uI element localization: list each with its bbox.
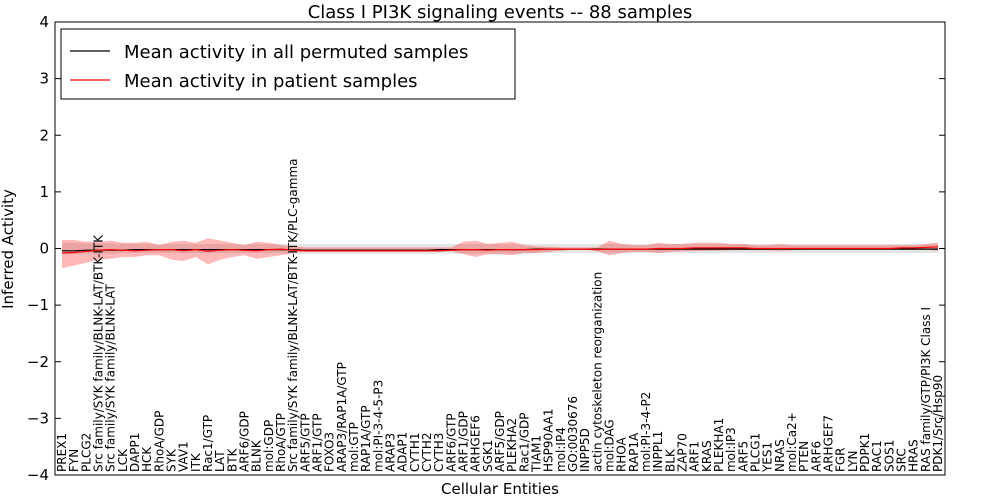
x-tick-label: Rac1/GDP bbox=[517, 412, 531, 471]
x-tick-label: ARF1 bbox=[688, 441, 702, 472]
series-lines bbox=[61, 246, 939, 254]
x-tick-label: BTK bbox=[225, 447, 239, 472]
y-axis: −4 −3 −2 −1 0 1 2 3 4 bbox=[27, 13, 945, 484]
x-tick-label: ARHGEF7 bbox=[822, 415, 836, 472]
x-tick-label: YES1 bbox=[761, 442, 775, 473]
band-permuted bbox=[62, 242, 938, 255]
chart-title: Class I PI3K signaling events -- 88 samp… bbox=[308, 2, 693, 23]
confidence-bands bbox=[62, 238, 938, 269]
x-tick-label: ARF1/GDP bbox=[457, 411, 471, 472]
x-tick-label: mol:IP4 bbox=[554, 427, 568, 472]
x-tick-label: INPP5D bbox=[578, 428, 592, 472]
x-tick-label: NRAS bbox=[773, 439, 787, 472]
x-tick-label: CYTH1 bbox=[408, 432, 422, 472]
x-axis-label: Cellular Entities bbox=[441, 480, 559, 498]
x-tick-label: ARF6/GTP bbox=[444, 413, 458, 472]
x-tick-label: BLK bbox=[663, 448, 677, 472]
x-tick-label: PDK1/Src/Hsp90 bbox=[931, 375, 945, 472]
x-tick-label: SGK1 bbox=[481, 440, 495, 472]
x-tick-label: RhoA/GDP bbox=[152, 411, 166, 472]
x-tick-label: KRAS bbox=[700, 440, 714, 472]
x-tick-label: PTEN bbox=[797, 441, 811, 472]
x-tick-label: TIAM1 bbox=[530, 435, 544, 473]
x-tick-label: HRAS bbox=[907, 439, 921, 472]
x-tick-label: PLEKHA1 bbox=[712, 418, 726, 472]
x-tick-label: FGR bbox=[834, 447, 848, 472]
x-tick-label: Src family/SYK family/BLNK-LAT bbox=[104, 283, 118, 472]
legend-box bbox=[60, 28, 516, 100]
x-tick-label: ARF1/GTP bbox=[311, 413, 325, 472]
x-tick-label: ARF6 bbox=[809, 441, 823, 472]
x-tick-label: ARAP3 bbox=[384, 433, 398, 472]
x-tick-label: PLCG2 bbox=[79, 433, 93, 472]
x-tick-label: GO:0030676 bbox=[566, 396, 580, 472]
x-tick-label: DAPP1 bbox=[128, 433, 142, 472]
x-tick-label: Rac1/GTP bbox=[201, 415, 215, 472]
x-tick-label: LAT bbox=[213, 450, 227, 472]
x-tick-label: ADAP1 bbox=[396, 432, 410, 472]
x-tick-label: RHOA bbox=[615, 436, 629, 472]
x-tick-label: mol:IP3 bbox=[724, 427, 738, 472]
x-tick-label: HCK bbox=[140, 446, 154, 472]
x-tick-label: HSP90AA1 bbox=[542, 408, 556, 472]
x-tick-label: SYK bbox=[165, 448, 179, 472]
y-tick-label: −1 bbox=[27, 296, 49, 314]
y-tick-label: −2 bbox=[27, 353, 49, 371]
x-tick-label: PLCG1 bbox=[749, 433, 763, 472]
x-tick-label: PREX1 bbox=[55, 433, 69, 472]
x-tick-label: ARF5/GDP bbox=[493, 411, 507, 472]
x-tick-label: CYTH3 bbox=[432, 433, 446, 473]
x-tick-label: SOS1 bbox=[882, 440, 896, 472]
x-tick-label: mol:PI-3-4-5-P3 bbox=[371, 380, 385, 472]
y-axis-label: Inferred Activity bbox=[0, 189, 17, 309]
y-tick-label: 0 bbox=[39, 240, 49, 258]
x-tick-label: mol:PI-3-4-P2 bbox=[639, 392, 653, 472]
x-tick-label: ARF6/GDP bbox=[238, 411, 252, 472]
line-patient bbox=[61, 246, 939, 254]
x-tick-label: SRC bbox=[895, 448, 909, 472]
x-tick-label: FYN bbox=[67, 449, 81, 472]
y-tick-label: −4 bbox=[27, 466, 49, 484]
x-tick-label: ARAP3/RAP1A/GTP bbox=[335, 362, 349, 472]
legend: Mean activity in all permuted samples Me… bbox=[60, 28, 516, 100]
x-tick-label: RAP1A/GTP bbox=[359, 405, 373, 472]
x-tick-label: CYTH2 bbox=[420, 433, 434, 473]
x-tick-label: INPPL1 bbox=[651, 431, 665, 472]
x-tick-label: VAV1 bbox=[177, 441, 191, 472]
legend-label-permuted: Mean activity in all permuted samples bbox=[124, 42, 468, 63]
x-tick-label: mol:GDP bbox=[262, 420, 276, 472]
x-tick-label: actin cytoskeleton reorganization bbox=[590, 272, 604, 472]
x-tick-label: LYN bbox=[846, 451, 860, 472]
x-tick-label: mol:GTP bbox=[347, 422, 361, 472]
x-tick-label: Src family/SYK family/BLNK-LAT/BTK-ITK bbox=[92, 234, 106, 472]
x-tick-label: PDPK1 bbox=[858, 433, 872, 472]
y-tick-label: 1 bbox=[39, 183, 49, 201]
y-tick-label: 3 bbox=[39, 70, 49, 88]
x-tick-label: ARF5 bbox=[736, 441, 750, 472]
x-tick-label: ITK bbox=[189, 452, 203, 472]
legend-label-patient: Mean activity in patient samples bbox=[124, 71, 418, 92]
x-tick-label: mol:Ca2+ bbox=[785, 412, 799, 472]
x-tick-label: BLNK bbox=[250, 439, 264, 472]
x-tick-label: Src family/SYK family/BLNK-LAT/BTK-ITK/P… bbox=[286, 158, 300, 472]
x-tick-label: LCK bbox=[116, 448, 130, 472]
y-tick-label: 4 bbox=[39, 13, 49, 31]
x-tick-label: RAC1 bbox=[870, 440, 884, 472]
x-tick-label: ARHGEF6 bbox=[469, 415, 483, 472]
y-tick-label: −3 bbox=[27, 409, 49, 427]
y-tick-label: 2 bbox=[39, 126, 49, 144]
x-tick-label: mol:DAG bbox=[603, 419, 617, 472]
x-tick-label: RAP1A bbox=[627, 432, 641, 472]
x-tick-label: ARF5/GTP bbox=[298, 413, 312, 472]
band-patient bbox=[62, 238, 938, 269]
x-tick-label: RhoA/GTP bbox=[274, 413, 288, 472]
x-tick-label: ZAP70 bbox=[676, 433, 690, 472]
x-tick-label: FOXO3 bbox=[323, 432, 337, 472]
x-tick-label: PLEKHA2 bbox=[505, 418, 519, 472]
x-tick-label: RAS family/GTP/PI3K Class I bbox=[919, 307, 933, 472]
